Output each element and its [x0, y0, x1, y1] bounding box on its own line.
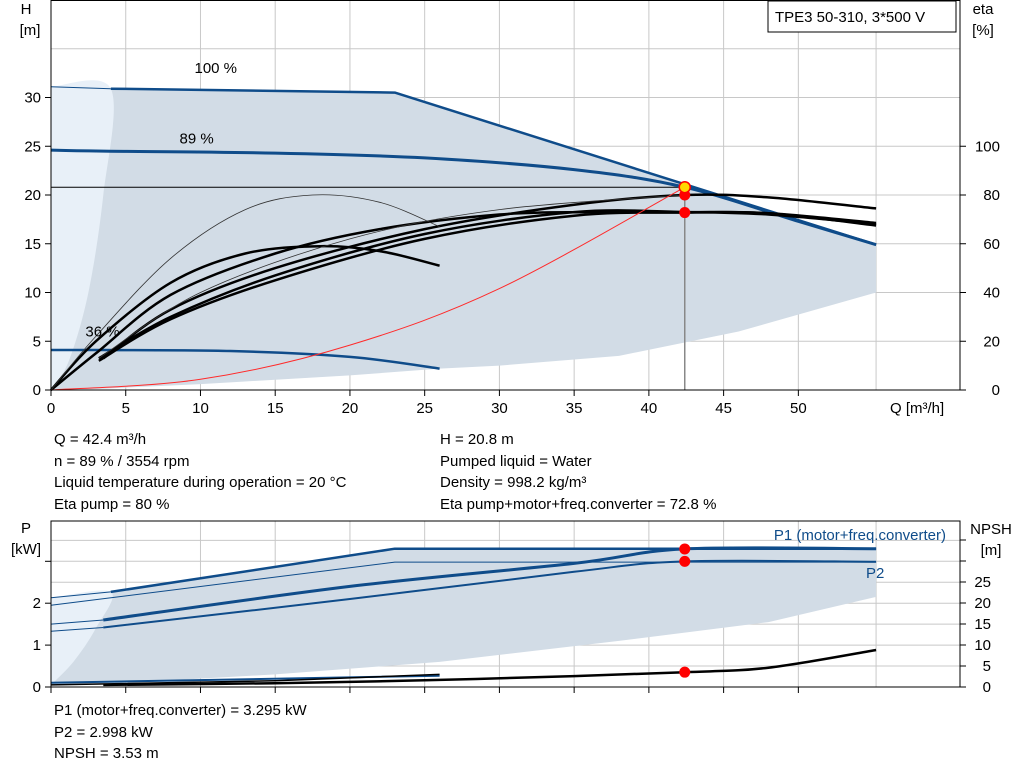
y-right-tick-label: 0 [992, 382, 1000, 399]
x-tick-label: 30 [491, 400, 508, 417]
head-curve [50, 348, 440, 370]
chart-title: TPE3 50-310, 3*500 V [775, 9, 925, 26]
y-tick-label: 25 [24, 138, 41, 155]
y-axis-label-eta: eta [973, 1, 995, 18]
npsh-min-curve [50, 673, 440, 686]
y-axis-unit-h: [m] [20, 22, 41, 39]
x-tick-label: 40 [641, 400, 658, 417]
x-tick-label: 20 [342, 400, 359, 417]
info-p2: P2 = 2.998 kW [54, 723, 153, 741]
info-bottom: P1 (motor+freq.converter) = 3.295 kW P2 … [54, 700, 307, 765]
y-axis-unit-p: [kW] [11, 541, 41, 558]
p1-curve [103, 546, 877, 622]
power-operating-point [679, 555, 691, 567]
x-tick-label: 10 [192, 400, 209, 417]
speed-label: 36 % [85, 323, 119, 340]
y-right-tick-label: 20 [983, 333, 1000, 350]
head-efficiency-chart: 100 % 89 % 36 % 0 5 10 15 20 25 30 35 40 45 50 0 5 10 15… [20, 0, 1000, 417]
x-tick-label: 50 [790, 400, 807, 417]
operating-point-markers [678, 180, 692, 219]
y-axis-label-p: P [21, 520, 31, 537]
power-envelope [51, 548, 877, 685]
y-tick-label: 0 [33, 382, 41, 399]
info-h: H = 20.8 m [440, 431, 514, 448]
y-right-tick-label: 20 [974, 595, 991, 612]
x-tick-label: 5 [122, 400, 130, 417]
y-right-tick-label: 60 [983, 236, 1000, 253]
info-n: n = 89 % / 3554 rpm [54, 452, 190, 470]
info-q: Q = 42.4 m³/h [54, 431, 147, 448]
power-envelope-low-flow-region [51, 590, 113, 685]
y-tick-label: 10 [24, 285, 41, 302]
x-tick-label: 15 [267, 400, 284, 417]
y-axis-unit-eta: [%] [972, 22, 994, 39]
y-tick-label: 30 [24, 90, 41, 107]
info-npsh: NPSH = 3.53 m [54, 745, 159, 762]
y-right-tick-label: 25 [974, 574, 991, 591]
x-tick-label: 45 [715, 400, 732, 417]
y-axis-label-npsh: NPSH [970, 521, 1012, 538]
curves: 100 % 89 % 36 % [50, 60, 877, 391]
head-100-extension [50, 86, 111, 90]
y-right-tick-label: 10 [974, 637, 991, 654]
efficiency-operating-point [679, 207, 691, 219]
info-liquid-temp: Liquid temperature during operation = 20… [54, 474, 347, 491]
power-operating-point [679, 543, 691, 555]
npsh-operating-point [679, 666, 691, 678]
p2-89-extension [50, 627, 104, 632]
y-tick-label: 1 [33, 637, 41, 654]
npsh-curve [103, 648, 877, 687]
legend-p1: P1 (motor+freq.converter) [774, 527, 946, 544]
legend-p2: P2 [866, 565, 884, 582]
efficiency-curve [98, 210, 877, 362]
x-tick-label: 0 [47, 400, 55, 417]
y-axis-label-h: H [21, 1, 32, 18]
info-p1: P1 (motor+freq.converter) = 3.295 kW [54, 702, 307, 719]
efficiency-curve [50, 244, 440, 391]
info-right: H = 20.8 m Pumped liquid = Water Density… [440, 429, 716, 515]
y-tick-label: 5 [33, 333, 41, 350]
y-right-tick-label: 100 [975, 138, 1000, 155]
efficiency-curve-thin [98, 194, 685, 359]
y-right-tick-label: 5 [983, 658, 991, 675]
efficiency-curve [102, 193, 877, 360]
plot-frame [50, 520, 961, 688]
info-eta-total: Eta pump+motor+freq.converter = 72.8 % [440, 495, 717, 513]
efficiency-curve-thin [50, 194, 440, 391]
operating-envelope [51, 86, 877, 391]
info-density: Density = 998.2 kg/m³ [440, 474, 587, 491]
info-left: Q = 42.4 m³/h n = 89 % / 3554 rpm Liquid… [54, 429, 346, 515]
y-tick-label: 2 [33, 595, 41, 612]
y-tick-label: 0 [33, 679, 41, 696]
speed-label: 89 % [180, 130, 214, 147]
info-eta-pump: Eta pump = 80 % [54, 495, 170, 513]
x-axis-label: Q [m³/h] [890, 400, 944, 417]
curves [50, 546, 877, 687]
y-right-tick-label: 0 [983, 679, 991, 696]
envelope-low-flow-region [51, 80, 114, 391]
speed-label: 100 % [194, 60, 237, 77]
x-tick-label: 25 [416, 400, 433, 417]
y-tick-label: 20 [24, 187, 41, 204]
system-curve [50, 186, 686, 391]
p1-100-extension [50, 591, 111, 599]
operating-point-markers [679, 543, 691, 678]
y-right-tick-label: 15 [974, 616, 991, 633]
p2-curve [103, 559, 877, 629]
y-axis-unit-npsh: [m] [981, 542, 1002, 559]
head-operating-point [678, 180, 692, 194]
x-tick-label: 35 [566, 400, 583, 417]
y-right-tick-label: 40 [983, 285, 1000, 302]
y-tick-label: 15 [24, 236, 41, 253]
p1-89-extension [50, 619, 104, 625]
p2-max-curve [50, 561, 877, 606]
y-right-tick-label: 80 [983, 187, 1000, 204]
info-liquid: Pumped liquid = Water [440, 452, 592, 470]
